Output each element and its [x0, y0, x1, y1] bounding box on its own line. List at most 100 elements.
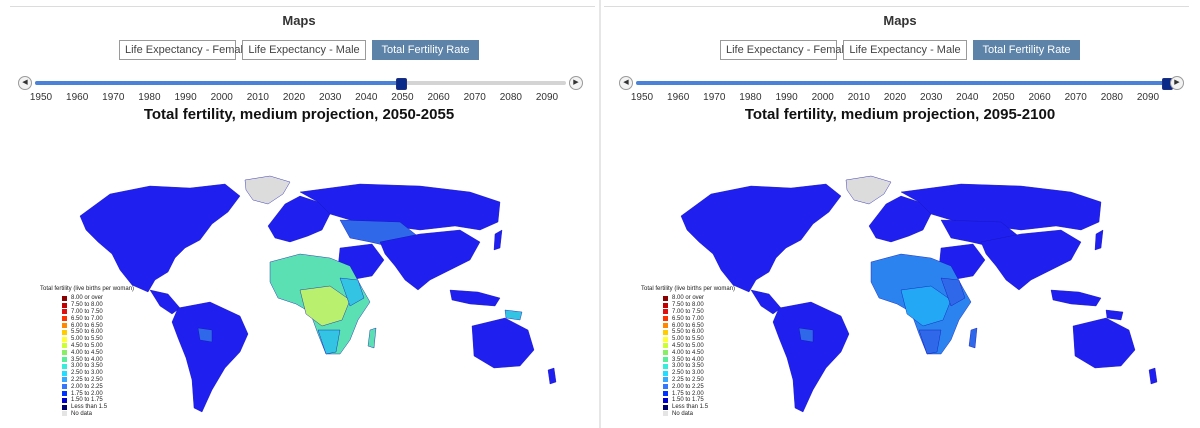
slider-prev-arrow-icon[interactable]: ◀	[619, 76, 633, 90]
legend-swatch	[663, 343, 668, 349]
year-tick-1960: 1960	[66, 92, 89, 103]
year-tick-1970: 1970	[703, 92, 726, 103]
legend-swatch	[663, 295, 668, 301]
legend-swatch	[663, 323, 668, 329]
year-tick-2090: 2090	[1136, 92, 1160, 103]
dataset-tabs: Life Expectancy - Female Life Expectancy…	[601, 40, 1199, 60]
slider-track[interactable]	[636, 78, 1173, 90]
legend-label: 3.00 to 3.50	[71, 363, 103, 370]
maps-heading: Maps	[883, 13, 917, 28]
legend-swatch	[62, 302, 67, 308]
map-panel-right: Maps Life Expectancy - Female Life Expec…	[601, 0, 1199, 428]
legend-item: 2.00 to 2.25	[40, 383, 134, 390]
fertility-legend: Total fertility (live births per woman) 8…	[641, 286, 735, 417]
legend-item: 4.50 to 5.00	[641, 343, 735, 350]
legend-item: Less than 1.5	[641, 404, 735, 411]
legend-item: 8.00 or over	[40, 295, 134, 302]
slider-prev-arrow-icon[interactable]: ◀	[18, 76, 32, 90]
legend-label: 5.50 to 6.00	[71, 329, 103, 336]
region-south-america	[171, 301, 249, 413]
legend-swatch	[663, 350, 668, 356]
legend-label: 4.50 to 5.00	[71, 342, 103, 349]
legend-label: No data	[71, 410, 93, 417]
legend-label: 7.50 to 8.00	[71, 302, 103, 309]
legend-label: 7.00 to 7.50	[71, 308, 103, 315]
legend-label: 6.00 to 6.50	[672, 322, 704, 329]
legend-item: 3.50 to 4.00	[641, 356, 735, 363]
legend-swatch	[663, 357, 668, 363]
year-tick-2040: 2040	[956, 92, 979, 103]
total-fertility-rate-button[interactable]: Total Fertility Rate	[973, 40, 1080, 60]
legend-swatch	[663, 397, 668, 403]
legend-item: 5.50 to 6.00	[40, 329, 134, 336]
legend-label: 1.75 to 2.00	[71, 390, 103, 397]
legend-item: 5.00 to 5.50	[40, 336, 134, 343]
year-tick-1980: 1980	[739, 92, 762, 103]
legend-swatch	[62, 391, 67, 397]
legend-label: 6.50 to 7.00	[672, 315, 704, 322]
year-tick-2070: 2070	[463, 92, 486, 103]
dataset-tabs: Life Expectancy - Female Life Expectancy…	[0, 40, 598, 60]
region-australia	[1072, 317, 1136, 369]
legend-swatch	[663, 384, 668, 390]
year-tick-2030: 2030	[319, 92, 342, 103]
legend-item: 6.00 to 6.50	[641, 322, 735, 329]
legend-swatch	[663, 363, 668, 369]
life-expectancy-male-button[interactable]: Life Expectancy - Male	[242, 40, 366, 60]
legend-label: 3.50 to 4.00	[672, 356, 704, 363]
fertility-legend: Total fertility (live births per woman) 8…	[40, 286, 134, 417]
year-tick-2070: 2070	[1064, 92, 1087, 103]
legend-label: Less than 1.5	[71, 404, 108, 411]
region-greenland	[845, 175, 892, 205]
legend-label: Less than 1.5	[672, 404, 709, 411]
region-south-america-mid	[197, 327, 213, 343]
region-png	[1105, 309, 1124, 321]
region-south-asia	[980, 229, 1082, 291]
legend-item: 7.50 to 8.00	[40, 302, 134, 309]
legend-item: 7.00 to 7.50	[40, 309, 134, 316]
legend-item: 7.50 to 8.00	[641, 302, 735, 309]
map-panel-left: Maps Life Expectancy - Female Life Expec…	[0, 0, 598, 428]
legend-swatch	[663, 302, 668, 308]
slider-handle[interactable]	[396, 78, 408, 90]
total-fertility-rate-button[interactable]: Total Fertility Rate	[372, 40, 479, 60]
legend-label: 1.50 to 1.75	[71, 397, 103, 404]
legend-swatch	[663, 316, 668, 322]
life-expectancy-female-button[interactable]: Life Expectancy - Female	[119, 40, 249, 60]
region-new-zealand	[1148, 367, 1158, 385]
life-expectancy-female-button[interactable]: Life Expectancy - Female	[720, 40, 850, 60]
year-ticks: 1950 1960 1970 1980 1990 2000 2010 2020 2030 2040…	[0, 92, 598, 104]
region-madagascar	[968, 327, 978, 349]
legend-item: 8.00 or over	[641, 295, 735, 302]
year-tick-2010: 2010	[246, 92, 269, 103]
legend-label: 3.00 to 3.50	[672, 363, 704, 370]
year-slider[interactable]: ◀ ▶	[18, 76, 583, 90]
year-tick-2080: 2080	[499, 92, 522, 103]
year-tick-2030: 2030	[920, 92, 943, 103]
year-tick-1970: 1970	[102, 92, 125, 103]
legend-swatch	[663, 377, 668, 383]
slider-fill	[35, 81, 402, 85]
legend-swatch	[663, 404, 668, 410]
legend-label: 7.00 to 7.50	[672, 308, 704, 315]
slider-next-arrow-icon[interactable]: ▶	[1170, 76, 1184, 90]
legend-item: 4.50 to 5.00	[40, 343, 134, 350]
map-title: Total fertility, medium projection, 2095…	[744, 106, 1056, 123]
map-title: Total fertility, medium projection, 2050…	[143, 106, 455, 123]
legend-label: 2.50 to 3.00	[672, 370, 704, 377]
legend-item: 6.00 to 6.50	[40, 322, 134, 329]
slider-track[interactable]	[35, 78, 566, 90]
world-fertility-map	[680, 175, 1158, 413]
region-europe	[868, 195, 932, 243]
legend-label: 7.50 to 8.00	[672, 302, 704, 309]
legend-label: 2.50 to 3.00	[71, 370, 103, 377]
slider-next-arrow-icon[interactable]: ▶	[569, 76, 583, 90]
year-slider[interactable]: ◀ ▶	[619, 76, 1184, 90]
legend-swatch	[62, 316, 67, 322]
life-expectancy-male-button[interactable]: Life Expectancy - Male	[843, 40, 967, 60]
legend-label: 2.00 to 2.25	[71, 383, 103, 390]
region-north-america	[79, 183, 241, 293]
legend-item: 1.50 to 1.75	[40, 397, 134, 404]
legend-swatch	[663, 370, 668, 376]
year-tick-2050: 2050	[992, 92, 1015, 103]
